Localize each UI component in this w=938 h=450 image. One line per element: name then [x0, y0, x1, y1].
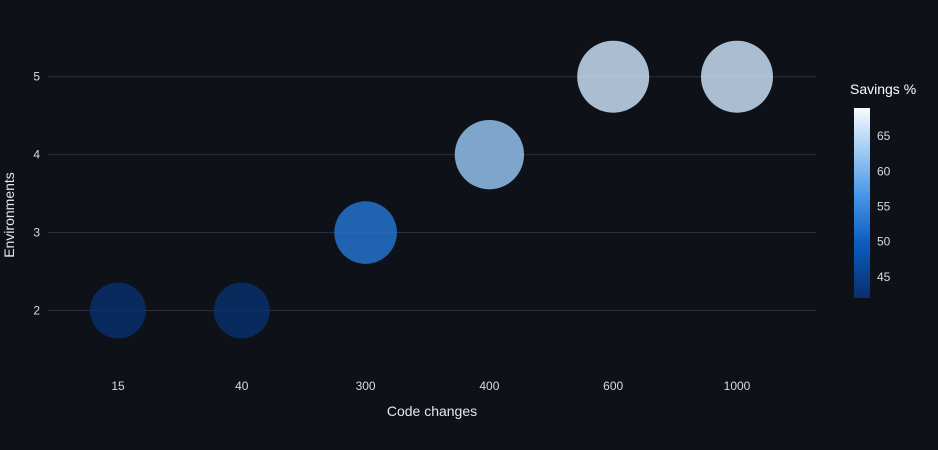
bubble-point[interactable] — [454, 119, 525, 190]
colorbar-ticks: 45 50 55 60 65 — [877, 129, 891, 284]
x-tick-label: 15 — [111, 379, 125, 393]
x-tick-label: 400 — [479, 379, 499, 393]
bubble-point[interactable] — [701, 40, 773, 113]
y-tick-label: 5 — [33, 70, 40, 84]
colorbar-tick-label: 60 — [877, 164, 891, 178]
x-tick-label: 600 — [603, 379, 623, 393]
bubbles — [90, 40, 773, 339]
x-axis-ticks: 15 40 300 400 600 1000 — [111, 379, 750, 393]
y-tick-label: 2 — [33, 303, 40, 317]
bubble-point[interactable] — [213, 282, 270, 339]
colorbar-tick-label: 55 — [877, 200, 891, 214]
x-tick-label: 1000 — [724, 379, 751, 393]
colorbar-tick-label: 45 — [877, 270, 891, 284]
gridlines — [48, 76, 816, 311]
bubble-point[interactable] — [334, 201, 397, 264]
y-tick-label: 3 — [33, 226, 40, 240]
x-tick-label: 40 — [235, 379, 249, 393]
y-tick-label: 4 — [33, 148, 40, 162]
colorbar-gradient — [854, 108, 870, 298]
x-tick-label: 300 — [356, 379, 376, 393]
colorbar-title: Savings % — [850, 81, 916, 97]
bubble-point[interactable] — [577, 40, 650, 113]
colorbar: Savings % 45 50 55 60 65 — [850, 81, 916, 298]
x-axis-title: Code changes — [387, 403, 477, 419]
colorbar-tick-label: 65 — [877, 129, 891, 143]
y-axis-title: Environments — [1, 172, 17, 258]
bubble-point[interactable] — [90, 282, 146, 339]
colorbar-tick-label: 50 — [877, 235, 891, 249]
y-axis-ticks: 2 3 4 5 — [33, 70, 40, 318]
